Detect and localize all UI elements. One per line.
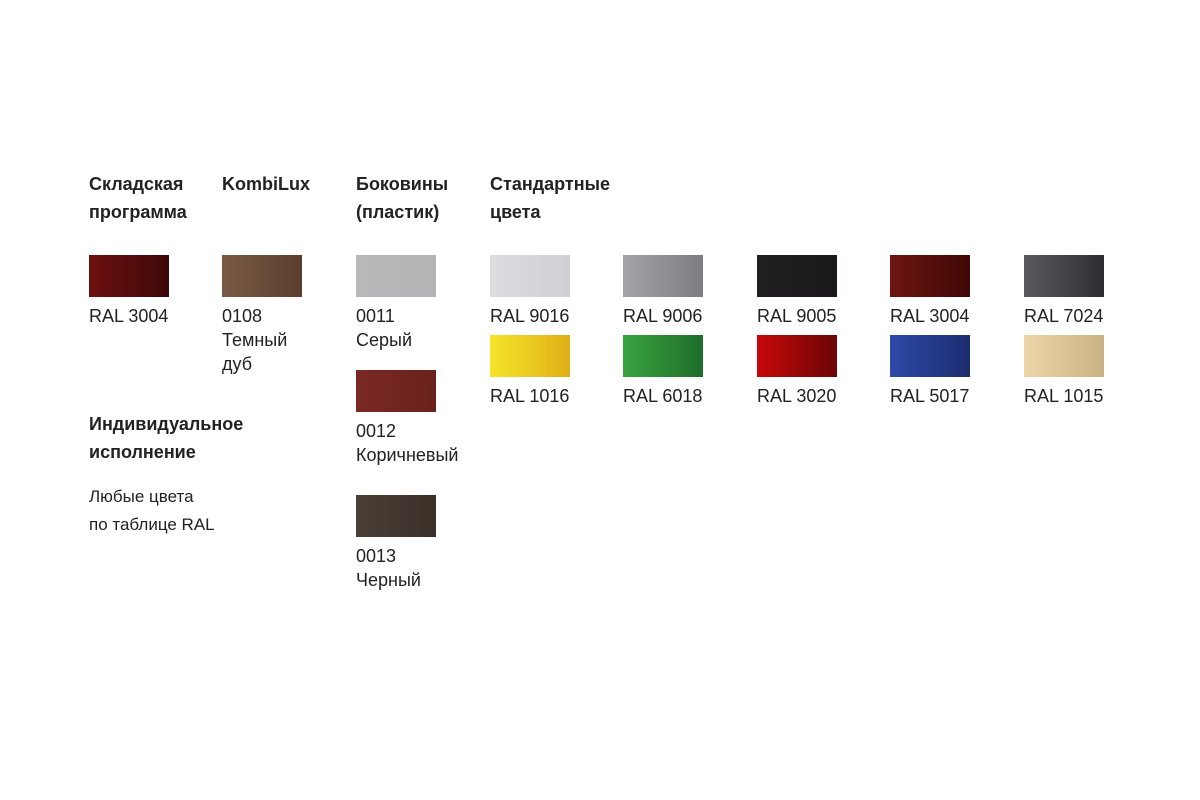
color-swatch — [490, 255, 570, 297]
color-swatch — [490, 335, 570, 377]
swatch-label: RAL 3004 — [89, 306, 169, 326]
color-swatch — [757, 335, 837, 377]
color-swatch — [890, 255, 970, 297]
color-swatch — [623, 335, 703, 377]
swatch-label: RAL 5017 — [890, 386, 970, 406]
swatch-label: RAL 1015 — [1024, 386, 1104, 406]
heading-stock-program: Складская программа — [89, 174, 187, 222]
color-swatch — [356, 255, 436, 297]
heading-custom: Индивидуальное исполнение — [89, 414, 244, 462]
swatch-label: 0012 Коричневый — [356, 421, 459, 465]
swatch-label: RAL 9016 — [490, 306, 570, 326]
heading-sides-plastic: Боковины (пластик) — [356, 174, 449, 222]
swatch-label: RAL 7024 — [1024, 306, 1104, 326]
color-swatch — [1024, 255, 1104, 297]
color-swatch — [89, 255, 169, 297]
heading-kombilux: KombiLux — [222, 174, 310, 194]
color-swatch — [356, 495, 436, 537]
swatch-label: RAL 9006 — [623, 306, 703, 326]
color-swatch — [623, 255, 703, 297]
swatch-label: RAL 3020 — [757, 386, 837, 406]
color-swatch — [1024, 335, 1104, 377]
swatch-label: RAL 1016 — [490, 386, 570, 406]
color-swatch — [890, 335, 970, 377]
custom-text: Любые цвета по таблице RAL — [89, 487, 215, 534]
swatch-label: 0013 Черный — [356, 546, 421, 590]
swatch-label: 0011 Серый — [356, 306, 413, 350]
color-swatch — [757, 255, 837, 297]
color-swatch — [356, 370, 436, 412]
swatch-label: RAL 3004 — [890, 306, 970, 326]
heading-standard-colors: Стандартные цвета — [490, 174, 610, 222]
swatch-label: 0108 Темный дуб — [222, 306, 288, 374]
swatch-label: RAL 6018 — [623, 386, 703, 406]
swatch-label: RAL 9005 — [757, 306, 837, 326]
color-swatch — [222, 255, 302, 297]
